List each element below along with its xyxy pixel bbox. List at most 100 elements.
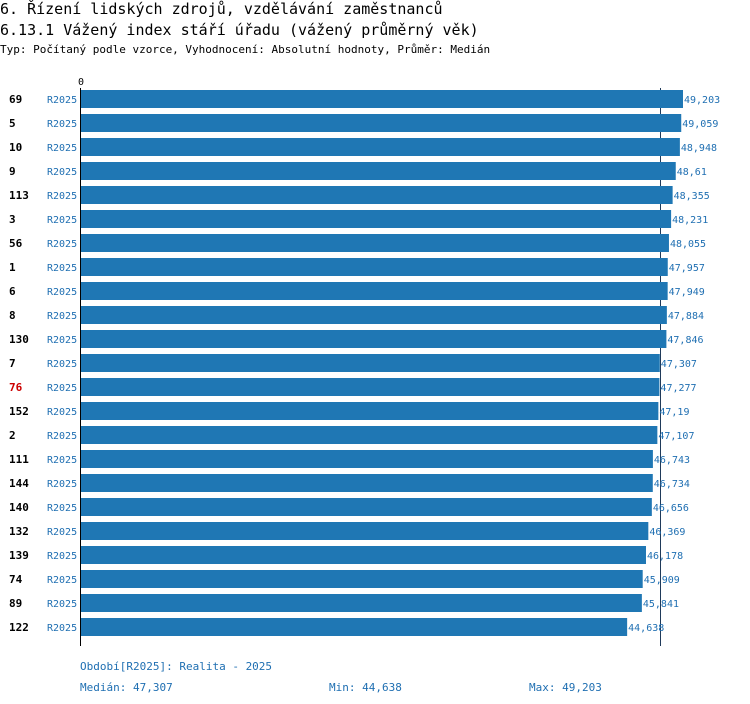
series-label: R2025 [47,239,77,250]
value-label: 48,055 [670,239,706,250]
bar [81,354,660,372]
series-label: R2025 [47,503,77,514]
series-label: R2025 [47,95,77,106]
value-label: 48,948 [681,143,717,154]
bar [81,402,659,420]
row-id-label: 69 [9,93,22,106]
chart-title: 6.13.1 Vážený index stáří úřadu (vážený … [0,21,479,39]
bar [81,450,653,468]
value-label: 49,203 [684,95,720,106]
value-label: 45,909 [644,575,680,586]
series-label: R2025 [47,407,77,418]
series-label: R2025 [47,599,77,610]
bar [81,594,642,612]
bar [81,258,668,276]
value-label: 45,841 [643,599,679,610]
value-label: 47,19 [659,407,689,418]
row-id-label: 74 [9,573,23,586]
bar [81,210,672,228]
bar [81,90,683,108]
row-id-label: 132 [9,525,29,538]
row-id-label: 6 [9,285,16,298]
bar [81,570,643,588]
bar [81,282,668,300]
series-label: R2025 [47,431,77,442]
median-label: Medián: 47,307 [80,681,173,694]
bar [81,498,652,516]
page-title: 6. Řízení lidských zdrojů, vzdělávání za… [0,0,443,18]
row-id-label: 1 [9,261,16,274]
row-id-label: 144 [9,477,29,490]
value-label: 46,743 [654,455,690,466]
value-label: 46,178 [647,551,683,562]
bar [81,474,653,492]
row-id-label: 9 [9,165,16,178]
row-id-label: 3 [9,213,16,226]
max-label: Max: 49,203 [529,681,602,694]
series-label: R2025 [47,311,77,322]
series-label: R2025 [47,527,77,538]
bar [81,234,669,252]
series-label: R2025 [47,551,77,562]
bar [81,522,649,540]
value-label: 47,277 [660,383,696,394]
row-id-label: 7 [9,357,16,370]
value-label: 46,369 [649,527,685,538]
row-id-label: 89 [9,597,22,610]
value-label: 48,355 [674,191,710,202]
series-label: R2025 [47,167,77,178]
value-label: 47,846 [667,335,703,346]
value-label: 46,734 [654,479,690,490]
bar [81,618,628,636]
value-label: 49,059 [682,119,718,130]
bar [81,546,646,564]
series-label: R2025 [47,359,77,370]
series-label: R2025 [47,191,77,202]
value-label: 48,231 [672,215,708,226]
row-id-label: 139 [9,549,29,562]
series-label: R2025 [47,623,77,634]
series-label: R2025 [47,143,77,154]
value-label: 48,61 [677,167,707,178]
value-label: 47,949 [669,287,705,298]
axis-zero-label: 0 [78,77,84,88]
row-id-label: 130 [9,333,29,346]
bar [81,330,667,348]
bar [81,186,673,204]
row-id-label: 140 [9,501,29,514]
value-label: 47,107 [658,431,694,442]
row-id-label: 122 [9,621,29,634]
bar [81,114,682,132]
series-label: R2025 [47,263,77,274]
bar [81,162,676,180]
row-id-label: 111 [9,453,29,466]
bar [81,306,667,324]
row-id-label: 2 [9,429,16,442]
bar [81,378,660,396]
value-label: 47,884 [668,311,704,322]
bar [81,426,658,444]
value-label: 46,656 [653,503,689,514]
row-id-label: 56 [9,237,23,250]
min-label: Min: 44,638 [329,681,402,694]
period-label: Období[R2025]: Realita - 2025 [80,660,273,673]
series-label: R2025 [47,575,77,586]
series-label: R2025 [47,455,77,466]
series-label: R2025 [47,287,77,298]
row-id-label: 152 [9,405,29,418]
series-label: R2025 [47,335,77,346]
value-label: 47,307 [661,359,697,370]
value-label: 44,638 [628,623,664,634]
bar [81,138,680,156]
row-id-label: 76 [9,381,23,394]
row-id-label: 5 [9,117,16,130]
series-label: R2025 [47,119,77,130]
series-label: R2025 [47,383,77,394]
row-id-label: 8 [9,309,16,322]
value-label: 47,957 [669,263,705,274]
chart-subtitle: Typ: Počítaný podle vzorce, Vyhodnocení:… [0,43,491,56]
series-label: R2025 [47,479,77,490]
row-id-label: 10 [9,141,22,154]
row-id-label: 113 [9,189,29,202]
